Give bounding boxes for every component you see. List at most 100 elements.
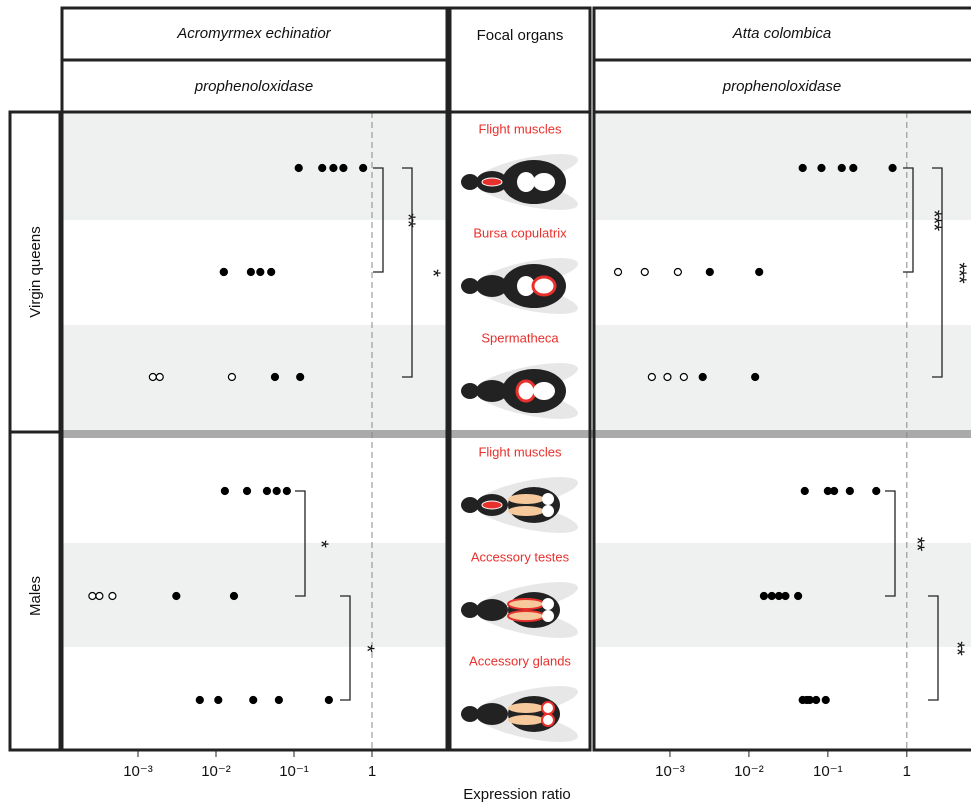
data-point (221, 488, 228, 495)
ant-icon (461, 575, 580, 644)
data-point (263, 488, 270, 495)
data-point (250, 697, 257, 704)
data-point (173, 593, 180, 600)
organ (508, 506, 544, 516)
organ (542, 610, 554, 622)
x-tick-label: 10⁻¹ (813, 763, 843, 780)
ant-icon (461, 356, 580, 425)
data-point (760, 593, 767, 600)
data-point (268, 269, 275, 276)
gaster (508, 592, 560, 628)
thorax (476, 703, 508, 725)
data-point (641, 269, 648, 276)
significance-label: * (356, 645, 378, 653)
data-point (648, 374, 655, 381)
data-point (768, 593, 775, 600)
organ (533, 277, 555, 295)
organ (508, 703, 544, 713)
data-point (340, 165, 347, 172)
data-point (275, 697, 282, 704)
data-point (156, 374, 163, 381)
thorax (476, 599, 508, 621)
x-tick-label: 1 (903, 763, 911, 780)
panel-subtitle: prophenoloxidase (722, 78, 841, 95)
data-point (297, 374, 304, 381)
organ (542, 493, 554, 505)
organ (542, 505, 554, 517)
organ-label: Accessory glands (469, 653, 571, 668)
organ (542, 714, 554, 726)
data-point (706, 269, 713, 276)
data-point (109, 593, 116, 600)
panel-title: Atta colombica (732, 25, 831, 42)
organ-label: Bursa copulatrix (473, 225, 567, 240)
organ-label: Flight muscles (478, 444, 562, 459)
figure: Acromyrmex echinatior prophenoloxidase 10⁻… (0, 0, 971, 808)
data-point (822, 697, 829, 704)
organ (508, 715, 544, 725)
data-point (664, 374, 671, 381)
group-label: Males (27, 576, 44, 616)
organ (508, 599, 544, 609)
ant-icon (461, 147, 580, 216)
data-point (846, 488, 853, 495)
data-point (360, 165, 367, 172)
data-point (699, 374, 706, 381)
data-point (831, 488, 838, 495)
x-tick-label: 10⁻³ (123, 763, 153, 780)
ant-icon (461, 251, 580, 320)
data-point (319, 165, 326, 172)
data-point (873, 488, 880, 495)
organ (517, 381, 535, 401)
organ-highlight (482, 501, 502, 509)
data-point (782, 593, 789, 600)
data-point (273, 488, 280, 495)
data-point (244, 488, 251, 495)
data-point (813, 697, 820, 704)
data-point (680, 374, 687, 381)
data-point (149, 374, 156, 381)
data-point (283, 488, 290, 495)
organ-highlight (482, 178, 502, 186)
organ (533, 382, 555, 400)
organ (542, 598, 554, 610)
data-point (215, 697, 222, 704)
data-point (295, 165, 302, 172)
data-point (889, 165, 896, 172)
panel-title: Acromyrmex echinatior (176, 25, 331, 42)
organ-label: Spermatheca (481, 330, 559, 345)
data-point (799, 165, 806, 172)
data-point (228, 374, 235, 381)
data-point (330, 165, 337, 172)
data-point (795, 593, 802, 600)
data-point (247, 269, 254, 276)
significance-label: * (310, 540, 332, 548)
x-tick-label: 10⁻² (734, 763, 764, 780)
organ (517, 172, 535, 192)
data-point (752, 374, 759, 381)
focal-header: Focal organs (477, 27, 564, 44)
gaster (508, 696, 560, 732)
significance-label: ** (906, 537, 928, 552)
organ (508, 611, 544, 621)
x-tick-label: 10⁻² (201, 763, 231, 780)
significance-label: ** (397, 213, 419, 228)
ant-icon (461, 470, 580, 539)
data-point (818, 165, 825, 172)
organ (508, 494, 544, 504)
organ (542, 702, 554, 714)
data-point (838, 165, 845, 172)
data-point (674, 269, 681, 276)
data-point (801, 488, 808, 495)
data-point (325, 697, 332, 704)
x-tick-label: 1 (368, 763, 376, 780)
gaster (508, 487, 560, 523)
data-point (271, 374, 278, 381)
significance-label: ** (946, 641, 968, 656)
panel-subtitle: prophenoloxidase (194, 78, 313, 95)
x-tick-label: 10⁻³ (655, 763, 685, 780)
x-axis-label: Expression ratio (463, 786, 571, 803)
data-point (196, 697, 203, 704)
organ-label: Flight muscles (478, 121, 562, 136)
data-point (230, 593, 237, 600)
